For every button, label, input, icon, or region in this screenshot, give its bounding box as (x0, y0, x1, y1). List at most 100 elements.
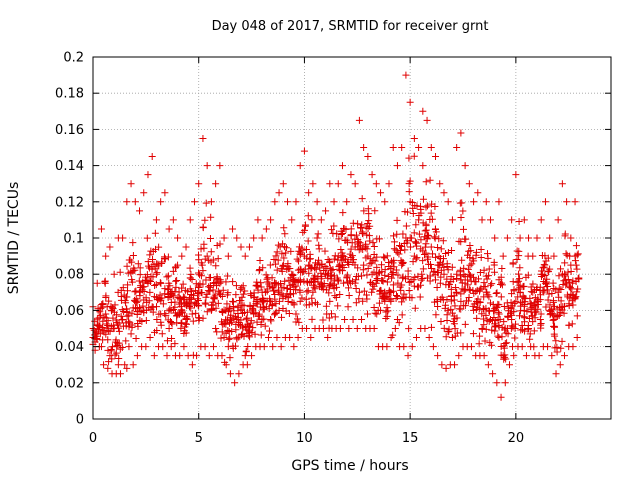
data-point (306, 278, 314, 286)
data-point (420, 250, 428, 258)
data-point (380, 253, 388, 261)
data-point (151, 265, 159, 273)
data-point (169, 267, 177, 275)
data-point (389, 331, 397, 339)
data-point (296, 297, 304, 305)
data-point (448, 216, 456, 224)
data-point (404, 352, 412, 360)
data-point (232, 326, 240, 334)
data-point (308, 216, 316, 224)
data-point (304, 287, 312, 295)
data-point (571, 198, 579, 206)
data-point (234, 314, 242, 322)
data-point (229, 298, 237, 306)
data-point (556, 361, 564, 369)
data-point (394, 271, 402, 279)
data-point (284, 198, 292, 206)
data-point (93, 279, 101, 287)
data-point (415, 230, 423, 238)
data-point (280, 284, 288, 292)
data-point (508, 315, 516, 323)
data-point (275, 189, 283, 197)
data-point (529, 303, 537, 311)
data-point (142, 317, 150, 325)
data-point (422, 178, 430, 186)
data-point (296, 288, 304, 296)
data-point (359, 229, 367, 237)
data-point (351, 180, 359, 188)
data-point (246, 333, 254, 341)
data-point (561, 302, 569, 310)
data-point (379, 277, 387, 285)
data-point (134, 260, 142, 268)
data-point (103, 320, 111, 328)
data-point (382, 293, 390, 301)
data-point (430, 233, 438, 241)
data-point (494, 300, 502, 308)
data-point (537, 267, 545, 275)
y-tick-label: 0.18 (55, 87, 84, 102)
data-point (398, 281, 406, 289)
data-point (112, 336, 120, 344)
data-point (115, 319, 123, 327)
data-point (178, 252, 186, 260)
data-point (205, 274, 213, 282)
data-point (236, 285, 244, 293)
data-point (526, 299, 534, 307)
data-point (302, 246, 310, 254)
data-point (352, 273, 360, 281)
data-point (371, 309, 379, 317)
data-point (344, 238, 352, 246)
data-point (368, 171, 376, 179)
data-point (495, 198, 503, 206)
data-point (253, 300, 261, 308)
data-point (411, 304, 419, 312)
data-point (479, 305, 487, 313)
data-point (480, 279, 488, 287)
data-point (523, 307, 531, 315)
data-point (254, 312, 262, 320)
data-point (196, 271, 204, 279)
data-point (143, 234, 151, 242)
data-point (288, 216, 296, 224)
data-point (269, 343, 277, 351)
data-point (105, 297, 113, 305)
data-point (490, 268, 498, 276)
data-point (406, 243, 414, 251)
data-point (417, 276, 425, 284)
data-point (122, 337, 130, 345)
data-point (387, 265, 395, 273)
data-point (198, 261, 206, 269)
data-point (515, 270, 523, 278)
data-point (334, 276, 342, 284)
data-point (330, 222, 338, 230)
data-point (444, 266, 452, 274)
data-point (139, 302, 147, 310)
data-point (195, 284, 203, 292)
data-point (508, 302, 516, 310)
data-point (398, 311, 406, 319)
data-point (350, 256, 358, 264)
data-point (345, 325, 353, 332)
data-point (191, 298, 199, 306)
data-point (300, 226, 308, 234)
data-point (272, 260, 280, 268)
data-point (201, 343, 209, 351)
data-point (510, 352, 518, 360)
data-point (390, 245, 398, 253)
data-point (301, 265, 309, 273)
data-point (292, 318, 300, 326)
chart-title: Day 048 of 2017, SRMTID for receiver grn… (212, 19, 489, 34)
data-point (158, 260, 166, 268)
data-point (106, 243, 114, 251)
data-point (309, 180, 317, 188)
data-point (223, 272, 231, 280)
data-point (168, 335, 176, 343)
data-point (202, 300, 210, 308)
data-point (289, 290, 297, 298)
data-point (100, 361, 108, 369)
data-point (164, 253, 172, 261)
data-point (370, 325, 378, 332)
data-point (220, 234, 228, 242)
data-point (140, 309, 148, 317)
